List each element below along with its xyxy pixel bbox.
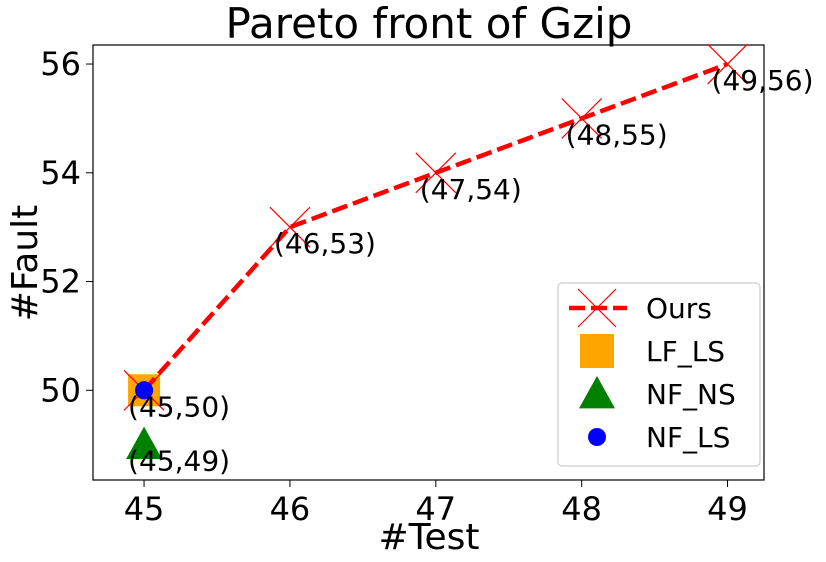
y-axis-label: #Fault xyxy=(5,205,46,322)
legend-marker-ours xyxy=(577,288,617,328)
data-point-ours xyxy=(415,152,457,194)
y-tick-label: 56 xyxy=(40,45,81,83)
y-tick-label: 50 xyxy=(40,371,81,409)
data-point-ours xyxy=(269,206,311,248)
axes-frame xyxy=(92,44,765,481)
point-annotation: (45,50) xyxy=(128,390,230,423)
x-tick-label: 49 xyxy=(707,490,748,528)
point-annotation: (47,54) xyxy=(420,173,522,206)
y-tick-label: 54 xyxy=(40,154,81,192)
legend-marker-nf-ls xyxy=(588,428,606,446)
point-annotation: (48,55) xyxy=(566,118,668,151)
legend-marker-nf-ns xyxy=(579,376,615,409)
x-axis-label: #Test xyxy=(378,517,479,558)
plot-area: 45 46 47 48 49 50 52 54 56 (45,50) (45,49) (46,53) (… xyxy=(40,43,814,528)
legend-label: Ours xyxy=(646,292,712,325)
x-tick-label: 46 xyxy=(270,490,311,528)
legend-label: LF_LS xyxy=(646,335,725,368)
data-point-nf-ls xyxy=(135,381,154,400)
legend-marker-lf-ls xyxy=(580,334,614,368)
legend: Ours LF_LS NF_NS NF_LS xyxy=(557,282,761,467)
y-tick-label: 52 xyxy=(40,263,81,301)
x-tick-label: 45 xyxy=(124,490,165,528)
legend-frame xyxy=(557,282,761,467)
point-annotation: (45,49) xyxy=(128,445,230,478)
data-point-nf-ns xyxy=(126,426,163,460)
data-point-ours xyxy=(561,97,603,139)
chart-title: Pareto front of Gzip xyxy=(226,0,633,48)
point-annotation: (49,56) xyxy=(712,64,814,97)
point-annotation: (46,53) xyxy=(274,227,376,260)
legend-label: NF_NS xyxy=(646,378,736,411)
data-point-ours xyxy=(707,43,748,85)
x-tick-label: 47 xyxy=(415,490,456,528)
x-tick-label: 48 xyxy=(561,490,602,528)
legend-label: NF_LS xyxy=(646,421,730,454)
